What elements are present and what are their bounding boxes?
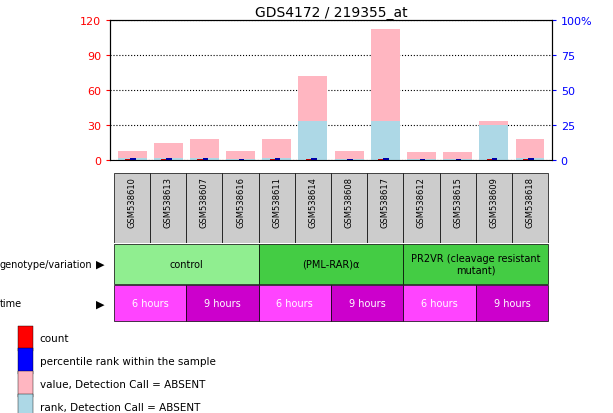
Bar [403, 286, 476, 321]
Text: GSM538612: GSM538612 [417, 177, 426, 228]
Bar [125, 160, 130, 161]
Bar [479, 121, 508, 161]
Text: 9 hours: 9 hours [493, 299, 530, 309]
Text: PR2VR (cleavage resistant
mutant): PR2VR (cleavage resistant mutant) [411, 254, 541, 275]
Bar [311, 159, 316, 161]
Bar [523, 160, 528, 161]
Text: percentile rank within the sample: percentile rank within the sample [39, 356, 215, 366]
Bar [239, 160, 244, 161]
Bar [420, 160, 425, 161]
Bar [130, 159, 135, 161]
Text: control: control [169, 259, 203, 269]
Bar [154, 143, 183, 161]
Bar [114, 286, 186, 321]
Bar [262, 140, 291, 161]
Bar [378, 160, 384, 161]
Bar [492, 159, 497, 161]
Text: GSM538614: GSM538614 [308, 177, 318, 228]
Text: 9 hours: 9 hours [349, 299, 386, 309]
Bar [335, 160, 364, 161]
Bar [371, 121, 400, 161]
Bar [275, 159, 280, 161]
Bar [348, 160, 352, 161]
Text: GSM538608: GSM538608 [345, 177, 354, 228]
Bar [407, 160, 436, 161]
Bar [118, 159, 147, 161]
Bar [384, 159, 389, 161]
Text: 6 hours: 6 hours [421, 299, 458, 309]
Text: GSM538607: GSM538607 [200, 177, 209, 228]
Bar [226, 152, 255, 161]
Text: 6 hours: 6 hours [132, 299, 169, 309]
Text: GSM538616: GSM538616 [236, 177, 245, 228]
Text: GSM538609: GSM538609 [489, 177, 498, 228]
Bar [18, 349, 34, 374]
Text: ▶: ▶ [96, 299, 104, 309]
Bar [186, 173, 223, 244]
Bar [331, 286, 403, 321]
Bar [403, 244, 548, 284]
Bar [114, 244, 259, 284]
Text: value, Detection Call = ABSENT: value, Detection Call = ABSENT [39, 379, 205, 389]
Text: genotype/variation: genotype/variation [0, 259, 93, 269]
Bar [476, 173, 512, 244]
Text: GSM538617: GSM538617 [381, 177, 390, 228]
Bar [166, 159, 172, 161]
Bar [18, 326, 34, 351]
Bar [161, 160, 166, 161]
Bar [512, 173, 548, 244]
Bar [259, 173, 295, 244]
Bar [479, 126, 508, 161]
Text: count: count [39, 334, 69, 344]
Bar [443, 160, 472, 161]
Bar [186, 286, 259, 321]
Bar [259, 286, 331, 321]
Text: rank, Detection Call = ABSENT: rank, Detection Call = ABSENT [39, 402, 200, 412]
Bar [202, 159, 208, 161]
Bar [331, 173, 367, 244]
Text: (PML-RAR)α: (PML-RAR)α [302, 259, 360, 269]
Text: GSM538613: GSM538613 [164, 177, 173, 228]
Bar [223, 173, 259, 244]
Text: GSM538610: GSM538610 [128, 177, 137, 228]
Text: 6 hours: 6 hours [276, 299, 313, 309]
Text: time: time [0, 299, 22, 309]
Text: 9 hours: 9 hours [204, 299, 241, 309]
Title: GDS4172 / 219355_at: GDS4172 / 219355_at [255, 6, 407, 20]
Bar [270, 160, 275, 161]
Bar [335, 152, 364, 161]
Bar [516, 159, 544, 161]
Text: GSM538615: GSM538615 [453, 177, 462, 228]
Bar [259, 244, 403, 284]
Bar [190, 159, 219, 161]
Bar [262, 159, 291, 161]
Bar [190, 140, 219, 161]
Bar [295, 173, 331, 244]
Bar [118, 152, 147, 161]
Bar [18, 394, 34, 413]
Bar [516, 140, 544, 161]
Bar [306, 160, 311, 161]
Bar [440, 173, 476, 244]
Bar [403, 173, 440, 244]
Bar [18, 371, 34, 396]
Bar [443, 153, 472, 161]
Bar [371, 30, 400, 161]
Bar [407, 153, 436, 161]
Bar [299, 77, 327, 161]
Bar [299, 121, 327, 161]
Bar [528, 159, 533, 161]
Text: GSM538611: GSM538611 [272, 177, 281, 228]
Bar [150, 173, 186, 244]
Bar [476, 286, 548, 321]
Bar [487, 160, 492, 161]
Bar [197, 160, 202, 161]
Bar [114, 173, 150, 244]
Bar [154, 159, 183, 161]
Bar [226, 160, 255, 161]
Bar [456, 160, 461, 161]
Text: ▶: ▶ [96, 259, 104, 269]
Bar [367, 173, 403, 244]
Text: GSM538618: GSM538618 [525, 177, 535, 228]
